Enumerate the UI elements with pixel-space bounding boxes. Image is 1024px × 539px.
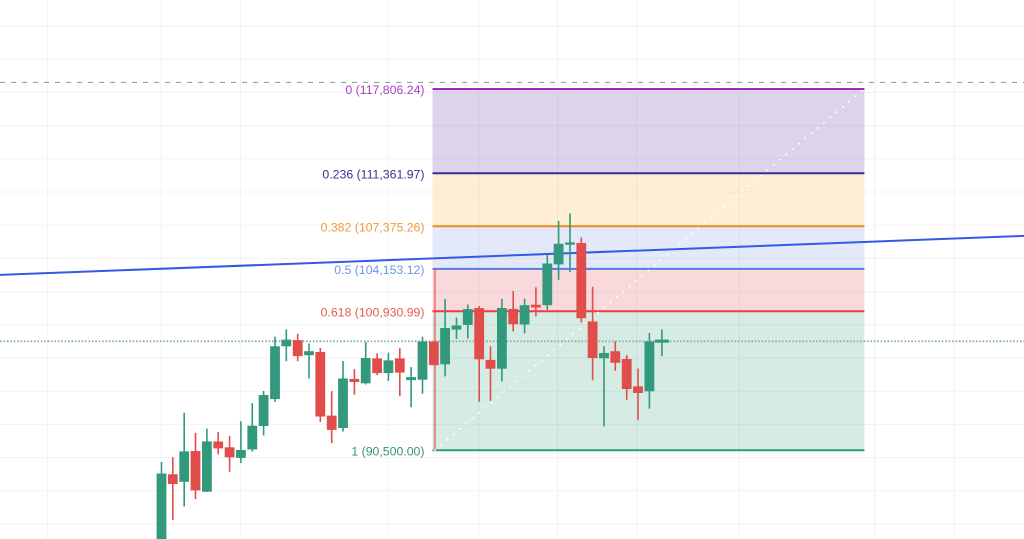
svg-text:0.618 (100,930.99): 0.618 (100,930.99) [321,305,425,319]
svg-text:0.5 (104,153.12): 0.5 (104,153.12) [334,263,424,277]
svg-text:0.236 (111,361.97): 0.236 (111,361.97) [322,167,424,181]
svg-text:0 (117,806.24): 0 (117,806.24) [345,83,424,97]
svg-text:0.382 (107,375.26): 0.382 (107,375.26) [321,220,425,234]
svg-text:1 (90,500.00): 1 (90,500.00) [351,444,424,458]
